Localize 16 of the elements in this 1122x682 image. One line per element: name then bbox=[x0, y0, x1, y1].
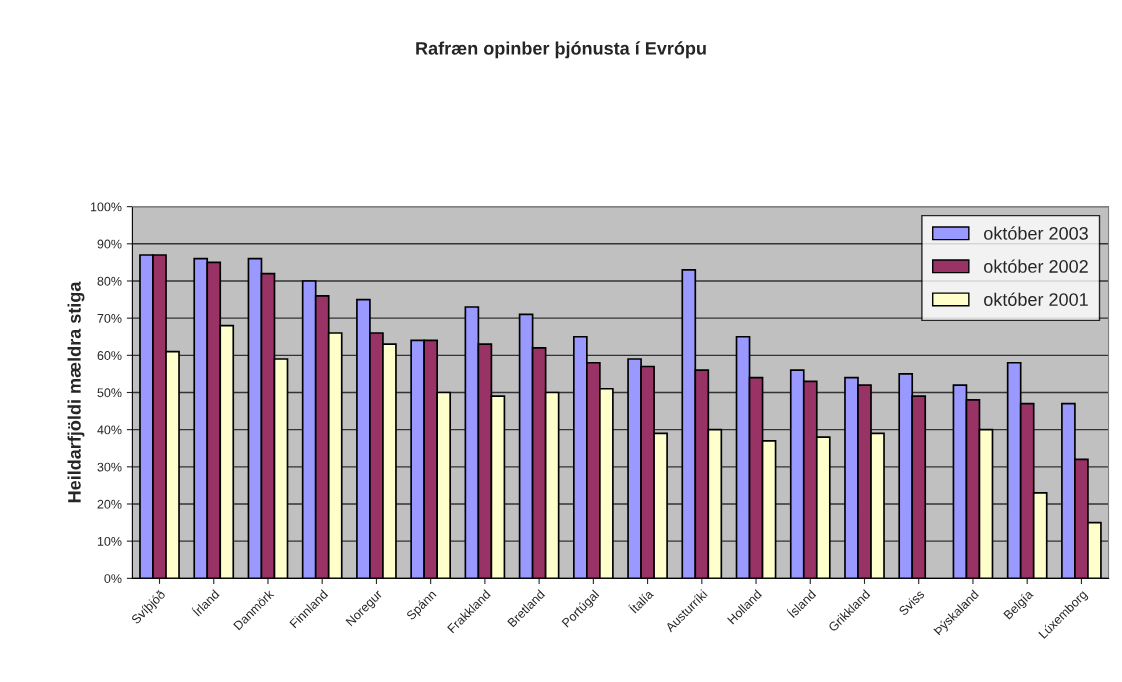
y-tick-label: 30% bbox=[97, 462, 122, 472]
y-tick-label: 0% bbox=[104, 574, 122, 583]
y-tick-label: 40% bbox=[97, 425, 122, 435]
y-tick-label: 20% bbox=[97, 499, 122, 509]
legend-label: október 2001 bbox=[984, 292, 1088, 306]
chart-title: Rafræn opinber þjónusta í Evrópu bbox=[416, 41, 706, 59]
legend-label: október 2003 bbox=[984, 226, 1088, 240]
y-tick-label: 50% bbox=[97, 388, 122, 398]
y-tick-label: 90% bbox=[97, 239, 122, 249]
y-tick-label: 10% bbox=[97, 536, 122, 546]
y-tick-label: 100% bbox=[90, 202, 122, 212]
y-tick-label: 60% bbox=[97, 351, 122, 360]
y-tick-label: 80% bbox=[97, 276, 122, 286]
y-axis-title: Heildarfjöldi mældra stiga bbox=[67, 281, 85, 503]
legend-label: október 2002 bbox=[984, 259, 1088, 273]
y-tick-label: 70% bbox=[97, 313, 122, 323]
